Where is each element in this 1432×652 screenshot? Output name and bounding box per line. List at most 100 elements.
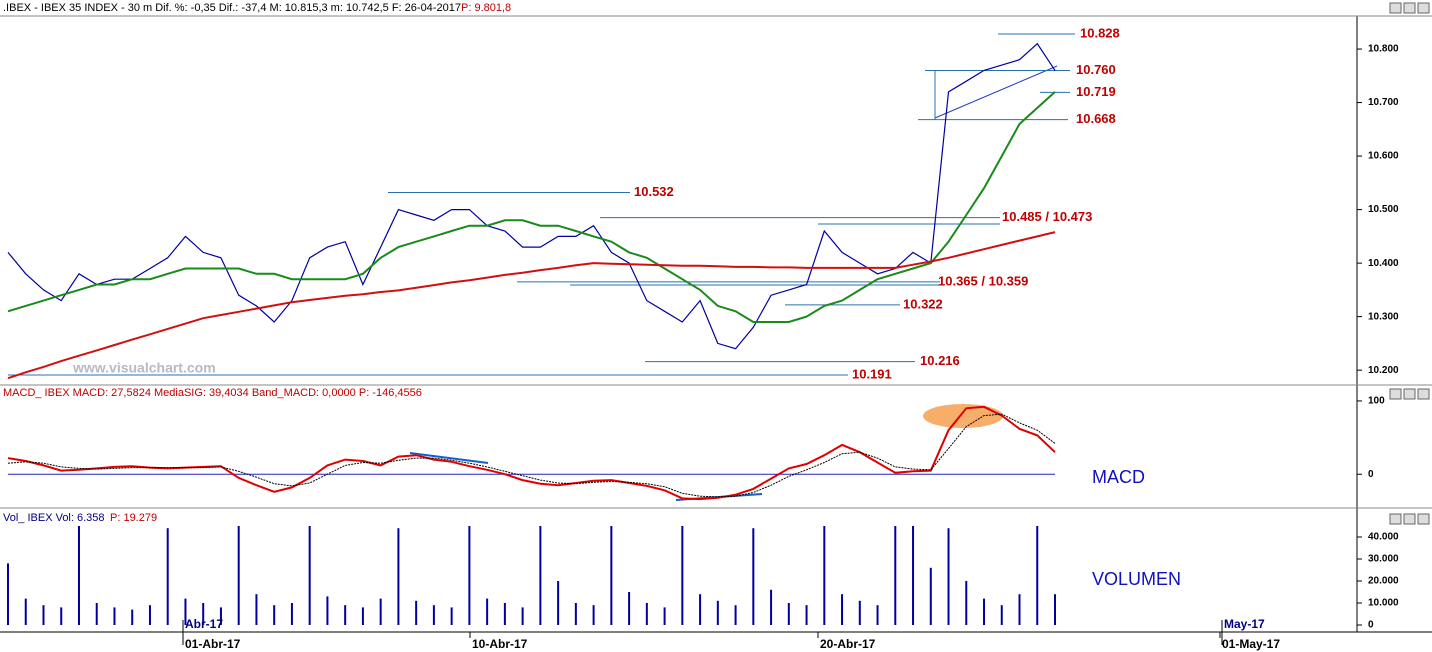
y-tick-label: 30.000 xyxy=(1368,554,1399,565)
bar xyxy=(486,598,489,625)
bar xyxy=(841,594,844,625)
x-tick-label: 01-Abr-17 xyxy=(185,637,241,651)
level-label: 10.365 / 10.359 xyxy=(938,273,1028,288)
y-tick-label: 10.200 xyxy=(1368,365,1399,376)
trend-line xyxy=(934,65,1058,119)
button[interactable] xyxy=(1403,2,1416,14)
x-tick-label: 01-May-17 xyxy=(1222,637,1280,651)
volume-title-p: P: 19.279 xyxy=(110,512,157,524)
y-tick-label: 0 xyxy=(1368,469,1374,480)
level-label: 10.532 xyxy=(634,184,674,199)
bar xyxy=(681,525,684,625)
bar xyxy=(432,605,435,625)
button[interactable] xyxy=(1417,513,1430,525)
bar xyxy=(148,605,151,625)
bar xyxy=(503,602,506,625)
y-tick-label: 20.000 xyxy=(1368,576,1399,587)
bar xyxy=(805,605,808,625)
bar xyxy=(894,525,897,625)
level-label: 10.485 / 10.473 xyxy=(1002,209,1092,224)
y-tick-label: 10.800 xyxy=(1368,44,1399,55)
series-line xyxy=(7,413,1056,498)
bar xyxy=(983,598,986,625)
bar xyxy=(699,594,702,625)
level-label: 10.828 xyxy=(1080,25,1120,40)
bar xyxy=(557,580,560,625)
button[interactable] xyxy=(1417,2,1430,14)
bar xyxy=(645,602,648,625)
month-label: Abr-17 xyxy=(185,617,223,631)
bar xyxy=(60,607,63,625)
bar xyxy=(397,528,400,625)
x-tick-label: 20-Abr-17 xyxy=(820,637,876,651)
bar xyxy=(255,594,258,625)
macd-title: MACD_ IBEX MACD: 27,5824 MediaSIG: 39,40… xyxy=(3,387,422,399)
bar xyxy=(716,600,719,625)
month-label: May-17 xyxy=(1224,617,1265,631)
level-label: 10.719 xyxy=(1076,84,1116,99)
volume-title: Vol_ IBEX Vol: 6.358 xyxy=(3,512,105,524)
bar xyxy=(361,607,364,625)
bar xyxy=(628,591,631,625)
panel-label: VOLUMEN xyxy=(1092,569,1181,589)
level-label: 10.191 xyxy=(852,366,892,381)
level-label: 10.216 xyxy=(920,353,960,368)
bar xyxy=(344,605,347,625)
y-tick-label: 10.500 xyxy=(1368,204,1399,215)
button[interactable] xyxy=(1389,2,1402,14)
bar xyxy=(77,525,80,625)
bar xyxy=(202,602,205,625)
bar xyxy=(947,528,950,625)
bar xyxy=(95,602,98,625)
bar xyxy=(326,596,329,625)
bar xyxy=(1000,605,1003,625)
bar xyxy=(450,607,453,625)
level-label: 10.668 xyxy=(1076,111,1116,126)
bar xyxy=(1018,594,1021,625)
bar xyxy=(1054,594,1056,625)
bar xyxy=(113,607,116,625)
watermark: www.visualchart.com xyxy=(72,360,216,376)
button[interactable] xyxy=(1417,388,1430,400)
button[interactable] xyxy=(1403,513,1416,525)
bar xyxy=(752,528,755,625)
y-tick-label: 10.400 xyxy=(1368,258,1399,269)
y-tick-label: 40.000 xyxy=(1368,532,1399,543)
bar xyxy=(308,525,311,625)
level-label: 10.760 xyxy=(1076,62,1116,77)
bar xyxy=(24,598,27,625)
y-tick-label: 0 xyxy=(1368,620,1374,631)
y-tick-label: 10.700 xyxy=(1368,97,1399,108)
bar xyxy=(787,602,790,625)
y-tick-label: 10.600 xyxy=(1368,151,1399,162)
y-tick-label: 10.000 xyxy=(1368,598,1399,609)
divergence-line xyxy=(409,452,489,464)
panel-label: MACD xyxy=(1092,467,1145,487)
bar xyxy=(823,525,826,625)
bar xyxy=(876,605,879,625)
series-line xyxy=(7,42,1056,350)
bar xyxy=(7,563,9,625)
bar xyxy=(663,607,666,625)
bar xyxy=(965,580,968,625)
bar xyxy=(415,600,418,625)
bar xyxy=(912,525,915,625)
series-line xyxy=(7,91,1056,323)
button[interactable] xyxy=(1389,388,1402,400)
series-line xyxy=(7,231,1056,380)
bar xyxy=(468,525,471,625)
y-tick-label: 100 xyxy=(1368,396,1385,407)
bar xyxy=(42,605,45,625)
button[interactable] xyxy=(1403,388,1416,400)
x-tick-label: 10-Abr-17 xyxy=(472,637,528,651)
window-buttons[interactable] xyxy=(1389,2,1430,525)
bar xyxy=(574,602,577,625)
bar xyxy=(770,589,773,625)
bar xyxy=(539,525,542,625)
y-tick-label: 10.300 xyxy=(1368,311,1399,322)
bar xyxy=(184,598,187,625)
bar xyxy=(734,605,737,625)
bar xyxy=(237,525,240,625)
button[interactable] xyxy=(1389,513,1402,525)
